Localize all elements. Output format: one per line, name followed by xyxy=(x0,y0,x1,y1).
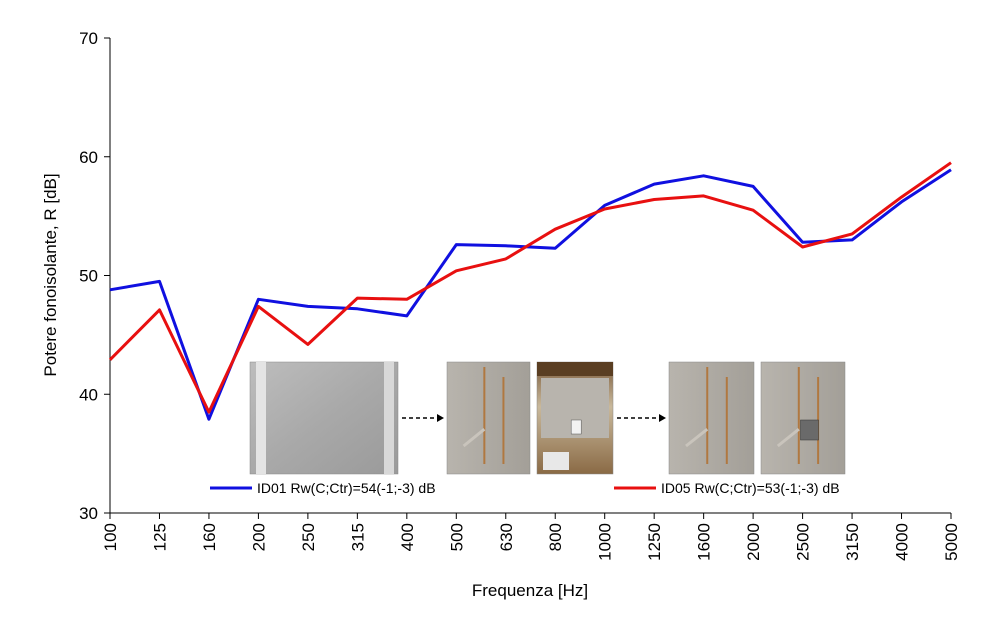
x-tick-label: 500 xyxy=(447,523,466,551)
x-tick-label: 5000 xyxy=(942,523,961,561)
x-tick-label: 800 xyxy=(546,523,565,551)
x-tick-label: 1600 xyxy=(695,523,714,561)
x-tick-label: 400 xyxy=(398,523,417,551)
y-tick-label: 70 xyxy=(79,29,98,48)
x-tick-label: 160 xyxy=(200,523,219,551)
x-tick-label: 100 xyxy=(101,523,120,551)
y-tick-label: 30 xyxy=(79,504,98,523)
y-tick-label: 50 xyxy=(79,267,98,286)
series-line-id05 xyxy=(108,161,952,414)
x-tick-label: 630 xyxy=(497,523,516,551)
x-tick-label: 1000 xyxy=(596,523,615,561)
x-tick-label: 200 xyxy=(249,523,268,551)
photo-wall-with-conduits xyxy=(446,361,531,475)
arrow-head xyxy=(659,414,666,422)
legend: ID01 Rw(C;Ctr)=54(-1;-3) dB ID05 Rw(C;Ct… xyxy=(210,480,840,496)
y-tick-label: 40 xyxy=(79,385,98,404)
x-tick-label: 4000 xyxy=(893,523,912,561)
photo-wall-with-box xyxy=(760,361,846,475)
y-ticks: 30 40 50 60 70 xyxy=(79,29,110,523)
arrow-head xyxy=(437,414,444,422)
y-axis-title: Potere fonoisolante, R [dB] xyxy=(41,173,60,376)
x-tick-label: 250 xyxy=(299,523,318,551)
photo-wall-plaster-patches xyxy=(668,361,755,475)
y-tick-label: 60 xyxy=(79,148,98,167)
photo-strip xyxy=(249,361,846,475)
x-tick-label: 1250 xyxy=(645,523,664,561)
photo-bare-wall xyxy=(249,361,399,475)
x-tick-label: 3150 xyxy=(843,523,862,561)
x-tick-label: 2000 xyxy=(744,523,763,561)
legend-label-id05: ID05 Rw(C;Ctr)=53(-1;-3) dB xyxy=(661,480,840,496)
x-tick-label: 125 xyxy=(150,523,169,551)
legend-label-id01: ID01 Rw(C;Ctr)=54(-1;-3) dB xyxy=(257,480,436,496)
x-tick-label: 2500 xyxy=(794,523,813,561)
x-axis-title: Frequenza [Hz] xyxy=(472,581,588,600)
series-group xyxy=(108,161,952,421)
photo-wall-installation xyxy=(536,361,614,475)
x-tick-label: 315 xyxy=(348,523,367,551)
x-ticks: 100 125 160 200 250 315 400 500 630 800 1000 1250 16… xyxy=(101,513,961,561)
series-line-id01 xyxy=(109,168,952,421)
